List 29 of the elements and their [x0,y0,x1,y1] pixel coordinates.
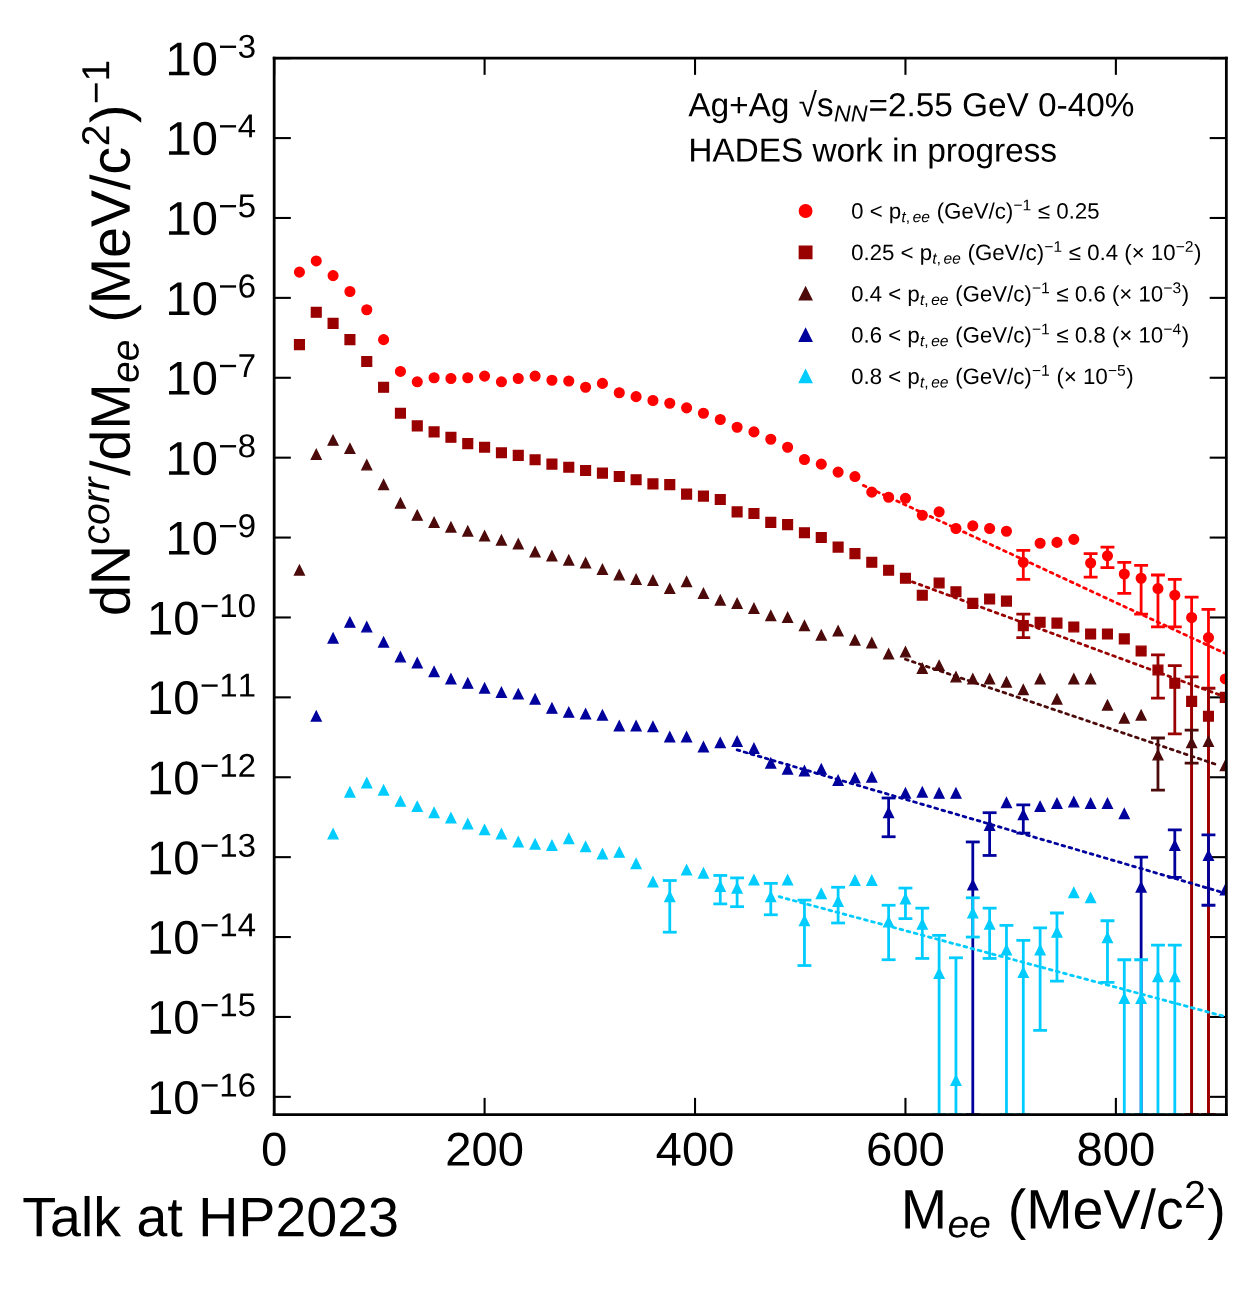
y-axis-title: dN$^{corr}$/dM$_{ee}$ (MeV/c$^{2}$)$^{−1}$ [82,61,142,614]
x-tick-label: 200 [447,1132,523,1166]
x-axis-title: M$_{ee}$ (MeV/c$^{2}$) [905,1180,1223,1241]
legend-label: 0.25 < p$_{t,ee}$ (GeV/c)$^{−1}$ ≤ 0.4 (× 10$^{−2}$) [852,241,1201,266]
y-tick-label: 10$^{−12}$ [150,753,255,795]
y-tick-label: 10$^{−6}$ [169,274,255,316]
y-tick-label: 10$^{−8}$ [169,434,255,476]
y-tick-label: 10$^{−14}$ [150,913,256,955]
y-tick-label: 10$^{−3}$ [169,34,255,76]
x-tick-label: 0 [262,1132,286,1166]
text: Talk at HP2023 [23,1195,397,1237]
y-tick-label: 10$^{−11}$ [150,673,255,715]
y-tick-label: 10$^{−16}$ [150,1073,255,1115]
y-tick-label: 10$^{−10}$ [150,593,255,635]
x-tick-label: 600 [868,1132,943,1166]
y-tick-label: 10$^{−5}$ [169,194,255,236]
legend-label: 0.8 < p$_{t,ee}$ (GeV/c)$^{−1}$ (× 10$^{−5}$) [852,365,1133,390]
annotation: HADES work in progress [691,137,1056,169]
annotation: Ag+Ag √s$_{NN}$=2.55 GeV 0-40% [688,89,1134,124]
legend-label: 0.6 < p$_{t,ee}$ (GeV/c)$^{−1}$ ≤ 0.8 (× 10$^{−4}$) [852,323,1188,349]
x-tick-label: 800 [1078,1132,1154,1166]
y-tick-label: 10$^{−15}$ [150,993,255,1035]
x-tick-label: 400 [656,1132,733,1166]
legend-label: 0 < p$_{t,ee}$ (GeV/c)$^{−1}$ ≤ 0.25 [852,199,1099,225]
y-tick-label: 10$^{−9}$ [169,514,255,556]
y-tick-label: 10$^{−13}$ [150,833,255,875]
y-tick-label: 10$^{−4}$ [169,114,256,156]
y-tick-label: 10$^{−7}$ [169,354,255,395]
legend-label: 0.4 < p$_{t,ee}$ (GeV/c)$^{−1}$ ≤ 0.6 (× 10$^{−3}$) [852,282,1188,307]
